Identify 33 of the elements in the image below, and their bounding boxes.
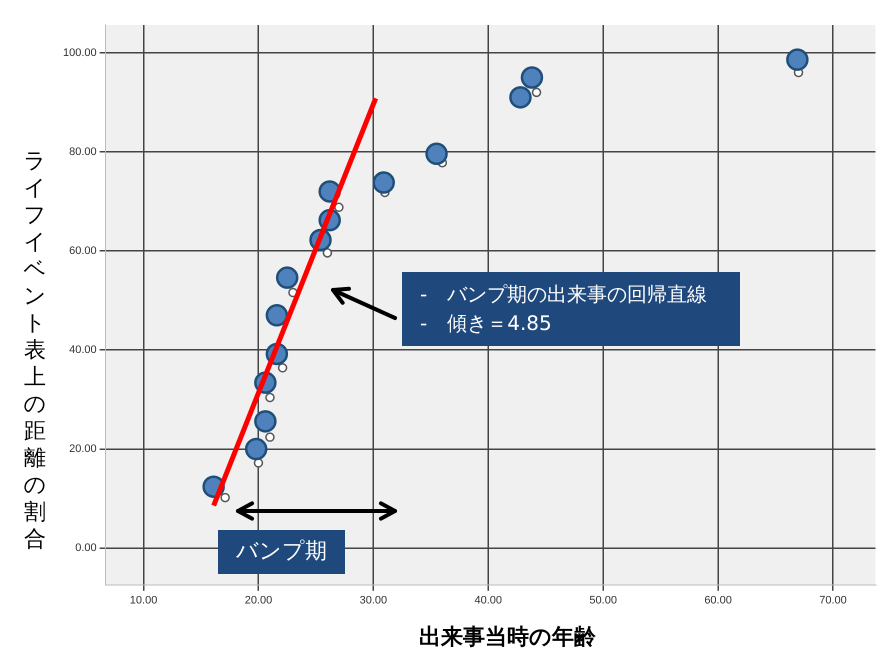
point: [254, 410, 277, 433]
x-tick-label: 60.00: [704, 594, 732, 606]
y-tick-label: 100.00: [62, 46, 97, 59]
point: [322, 248, 332, 258]
y-tick-label: 60.00: [69, 244, 97, 257]
x-tick-label: 30.00: [360, 594, 388, 606]
point: [334, 202, 344, 212]
point: [276, 266, 298, 289]
point: [509, 86, 532, 109]
y-tick-label: 40.00: [69, 344, 97, 356]
point: [786, 48, 809, 71]
point: [244, 438, 268, 460]
y-tick-label: 80.00: [69, 146, 97, 158]
point: [372, 171, 395, 194]
point: [425, 142, 448, 166]
x-tick-label: 40.00: [474, 594, 502, 606]
point: [520, 66, 544, 89]
point: [278, 363, 288, 373]
point: [532, 88, 542, 98]
x-axis-title: 出来事当時の年齢: [418, 624, 597, 652]
x-tick-label: 70.00: [819, 594, 847, 606]
y-tick-label: 0.00: [75, 542, 97, 554]
point: [220, 492, 230, 502]
x-tick-label: 10.00: [130, 594, 158, 606]
point: [265, 432, 275, 442]
point: [266, 304, 288, 327]
text: ライフイベント表上の距離の割合: [24, 149, 46, 552]
annotation: - バンプ期の出来事の回帰直線 - 傾き＝4.85: [420, 281, 708, 337]
point: [265, 392, 275, 402]
annotation: バンプ期: [236, 538, 327, 566]
x-tick-label: 50.00: [589, 594, 617, 606]
x-tick-label: 20.00: [244, 594, 272, 606]
y-tick-label: 20.00: [69, 443, 97, 456]
